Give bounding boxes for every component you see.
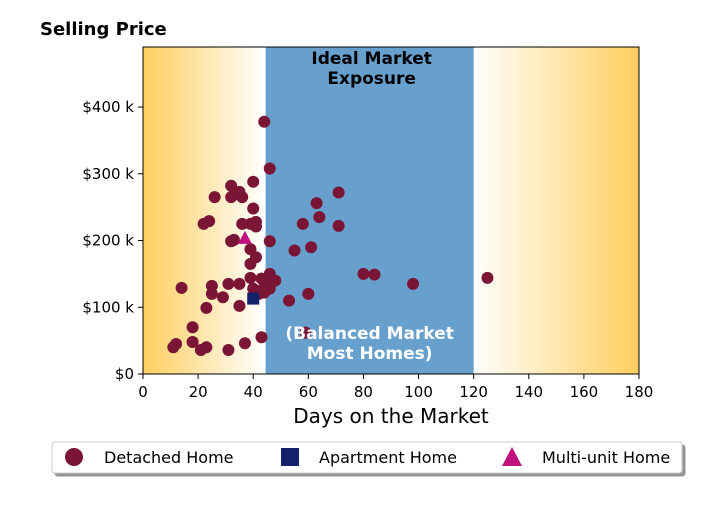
detached-home-point <box>233 299 246 312</box>
detached-home-point <box>249 220 262 233</box>
detached-home-point <box>186 335 199 348</box>
detached-home-point <box>186 321 199 334</box>
detached-home-point <box>247 175 260 188</box>
x-tick-label: 160 <box>570 383 599 401</box>
ideal-market-line: Exposure <box>327 69 416 89</box>
detached-home-point <box>299 326 312 339</box>
detached-home-point <box>222 277 235 290</box>
detached-home-point <box>283 294 296 307</box>
ideal-market-label: Ideal Market Exposure <box>311 49 432 89</box>
legend-label: Detached Home <box>104 448 234 467</box>
detached-home-point <box>481 271 494 284</box>
detached-home-point <box>368 268 381 281</box>
detached-home-point <box>255 331 268 344</box>
detached-home-point <box>197 217 210 230</box>
y-tick-label: $100 k <box>82 298 134 316</box>
multi-unit-home-point <box>237 230 252 244</box>
detached-home-point <box>302 287 315 300</box>
detached-home-point <box>222 343 235 356</box>
x-tick-label: 40 <box>244 383 263 401</box>
detached-home-point <box>244 271 257 284</box>
detached-home-point <box>263 235 276 248</box>
x-tick-label: 120 <box>459 383 488 401</box>
y-tick-label: $400 k <box>82 98 134 116</box>
balanced-market-label: (Balanced Market Most Homes) <box>285 324 454 364</box>
y-axis-title: Selling Price <box>40 19 167 40</box>
y-tick-label: $300 k <box>82 165 134 183</box>
detached-home-point <box>244 257 257 270</box>
detached-home-point <box>263 282 276 295</box>
detached-home-point <box>208 191 221 204</box>
x-tick-label: 80 <box>354 383 373 401</box>
x-axis: 0 20 40 60 80 100 120 140 160 180 <box>138 374 653 401</box>
detached-home-point <box>225 191 238 204</box>
detached-home-point <box>167 341 180 354</box>
legend-label: Multi-unit Home <box>542 448 670 467</box>
legend-box <box>51 441 683 474</box>
detached-home-point <box>288 244 301 257</box>
legend-label: Apartment Home <box>319 448 457 467</box>
detached-home-point <box>238 337 251 350</box>
detached-home-point <box>236 217 249 230</box>
detached-home-point <box>357 267 370 280</box>
x-axis-title: Days on the Market <box>293 404 489 428</box>
x-tick-label: 20 <box>189 383 208 401</box>
detached-home-point <box>225 235 238 248</box>
detached-home-point <box>205 287 218 300</box>
detached-home-point <box>263 162 276 175</box>
legend-marker-multi-unit <box>502 447 522 466</box>
legend-marker-apartment <box>281 448 299 466</box>
detached-home-point <box>407 277 420 290</box>
detached-home-point <box>332 186 345 199</box>
x-tick-label: 0 <box>138 383 148 401</box>
detached-home-point <box>236 191 249 204</box>
legend-marker-detached <box>65 448 83 466</box>
detached-home-point <box>175 281 188 294</box>
plot-frame <box>142 46 640 375</box>
data-points <box>167 115 494 356</box>
detached-home-point <box>225 179 238 192</box>
detached-home-point <box>200 301 213 314</box>
detached-home-point <box>313 211 326 224</box>
x-tick-label: 180 <box>625 383 654 401</box>
x-tick-label: 100 <box>404 383 433 401</box>
x-tick-label: 60 <box>299 383 318 401</box>
detached-home-point <box>296 217 309 230</box>
y-tick-label: $200 k <box>82 232 134 250</box>
legend: Detached Home Apartment Home Multi-unit Ho… <box>51 441 683 474</box>
detached-home-point <box>310 197 323 210</box>
x-tick-label: 140 <box>514 383 543 401</box>
detached-home-point <box>216 291 229 304</box>
apartment-home-point <box>247 292 260 305</box>
detached-home-point <box>233 277 246 290</box>
balanced-market-line: (Balanced Market <box>285 324 454 344</box>
detached-home-point <box>305 241 318 254</box>
balanced-market-line: Most Homes) <box>307 344 433 364</box>
detached-home-point <box>258 115 271 128</box>
ideal-market-line: Ideal Market <box>311 49 432 69</box>
detached-home-point <box>247 202 260 215</box>
balanced-market-text: (Balanced Market Most Homes) <box>285 324 454 364</box>
y-tick-label: $0 <box>115 365 134 383</box>
y-axis: $0 $100 k $200 k $300 k $400 k <box>82 98 143 383</box>
ideal-market-band <box>265 47 474 374</box>
detached-home-point <box>332 219 345 232</box>
detached-home-point <box>194 343 207 356</box>
ideal-market-text: Ideal Market Exposure <box>311 49 432 89</box>
